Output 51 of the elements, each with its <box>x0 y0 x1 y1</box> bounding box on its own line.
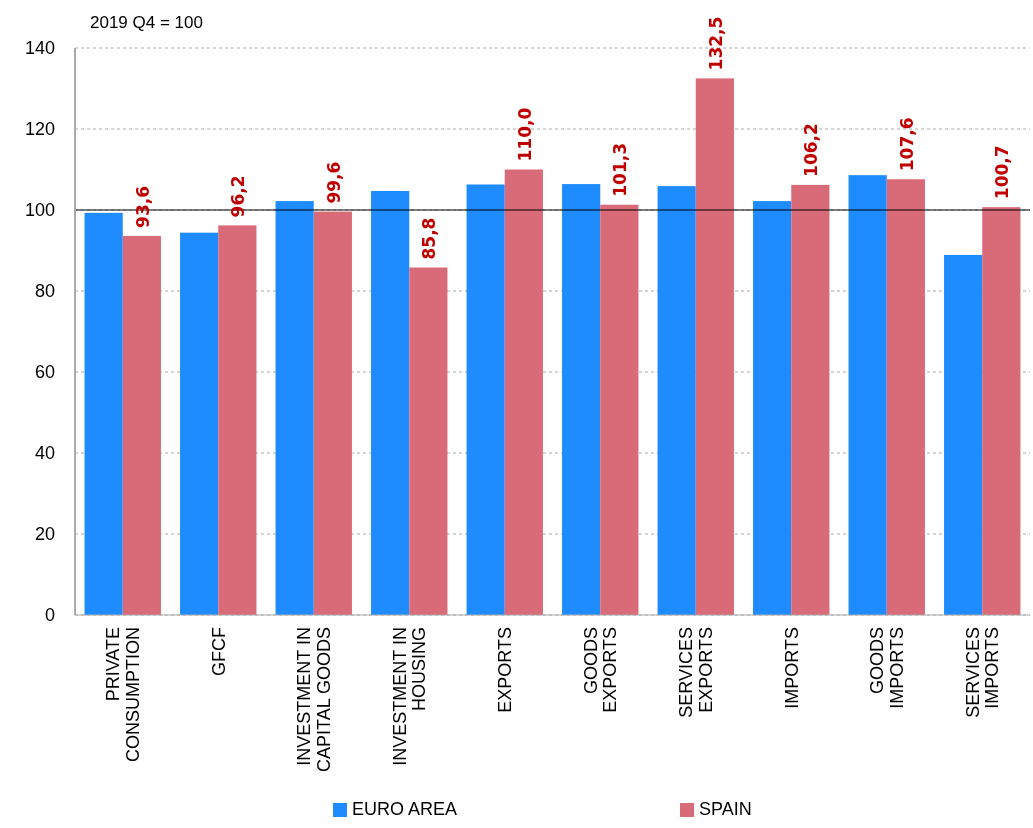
data-label: 100,7 <box>992 145 1013 200</box>
bar <box>371 190 410 615</box>
bar <box>753 201 792 615</box>
data-label: 107,6 <box>896 117 917 172</box>
bar <box>600 204 639 615</box>
data-label: 110,0 <box>514 107 535 162</box>
bar <box>695 78 734 615</box>
bar <box>218 225 257 615</box>
data-label: 101,3 <box>610 142 631 197</box>
bar <box>791 184 830 615</box>
y-tick-label: 20 <box>34 524 55 545</box>
bar <box>944 254 983 615</box>
x-tick-label: GOODS EXPORTS <box>580 627 621 713</box>
y-tick-label: 0 <box>44 605 55 626</box>
y-tick-label: 80 <box>34 281 55 302</box>
bar <box>313 211 352 615</box>
x-tick-label: EXPORTS <box>495 627 516 713</box>
bar <box>84 212 123 615</box>
data-label: 132,5 <box>705 16 726 71</box>
bar <box>848 175 887 615</box>
data-label: 96,2 <box>228 175 249 218</box>
x-tick-label: INVESTMENT IN CAPITAL GOODS <box>294 627 334 773</box>
y-tick-label: 100 <box>24 200 55 221</box>
y-tick-label: 120 <box>24 119 55 140</box>
data-label: 93,6 <box>132 185 153 228</box>
legend-label: EURO AREA <box>352 799 458 819</box>
bar <box>466 184 505 615</box>
bar <box>409 267 448 615</box>
y-tick-label: 40 <box>34 443 55 464</box>
data-label: 99,6 <box>323 161 344 204</box>
y-tick-label: 60 <box>34 362 55 383</box>
x-tick-label: GFCF <box>208 627 229 676</box>
bar <box>657 186 696 615</box>
text: 2019 Q4 = 100 <box>90 13 203 32</box>
x-tick-label: INVESTMENT IN HOUSING <box>389 627 430 766</box>
legend-label: SPAIN <box>699 799 752 819</box>
bar <box>982 207 1021 615</box>
data-label: 85,8 <box>419 217 440 260</box>
bar <box>504 169 543 615</box>
bar <box>275 201 314 615</box>
x-tick-label: SERVICES IMPORTS <box>962 627 1003 718</box>
x-tick-label: PRIVATE CONSUMPTION <box>103 627 143 762</box>
bar <box>886 179 925 615</box>
data-label: 106,2 <box>801 123 822 177</box>
x-tick-label: GOODS IMPORTS <box>867 627 907 709</box>
bar <box>122 235 161 615</box>
x-tick-label: IMPORTS <box>781 627 802 709</box>
y-tick-label: 140 <box>24 38 55 59</box>
bar <box>562 184 601 615</box>
bar <box>180 232 219 615</box>
x-tick-label: SERVICES EXPORTS <box>676 627 716 718</box>
